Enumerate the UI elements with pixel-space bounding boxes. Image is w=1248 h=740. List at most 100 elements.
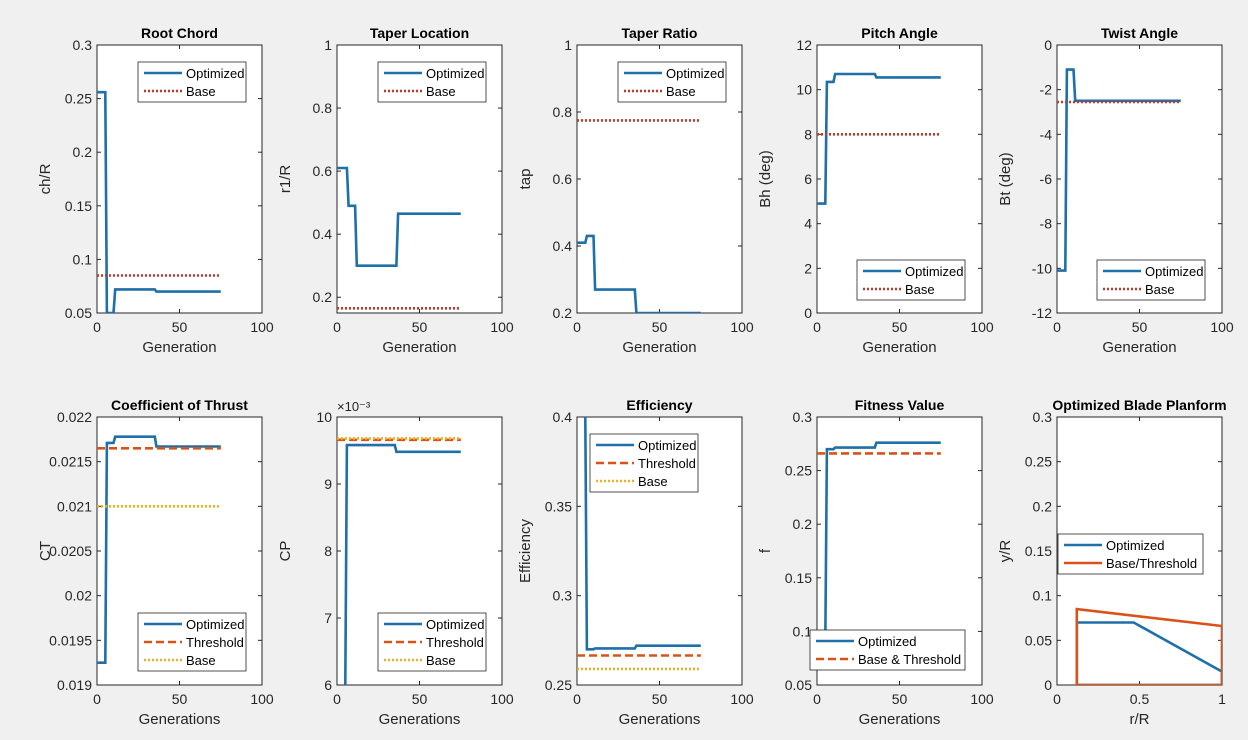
series-line-optimized bbox=[337, 166, 461, 268]
y-tick-label: 10 bbox=[316, 409, 332, 425]
legend-label: Optimized bbox=[426, 66, 485, 81]
x-tick-label: 100 bbox=[250, 691, 274, 707]
series-line-optimized bbox=[97, 90, 221, 313]
x-tick-label: 0 bbox=[333, 319, 341, 335]
legend-label: Optimized bbox=[905, 264, 964, 279]
y-tick-label: 9 bbox=[324, 476, 332, 492]
y-axis-label: Bh (deg) bbox=[757, 150, 774, 208]
x-tick-label: 0 bbox=[573, 319, 581, 335]
legend-box bbox=[137, 61, 247, 103]
x-tick-label: 50 bbox=[172, 319, 188, 335]
legend-label: Optimized bbox=[638, 438, 697, 453]
chart-title: Fitness Value bbox=[855, 397, 945, 413]
legend-box bbox=[617, 61, 727, 103]
y-tick-label: -12 bbox=[1032, 305, 1052, 321]
y-tick-label: 2 bbox=[804, 260, 812, 276]
y-axis-label: tap bbox=[517, 169, 534, 190]
y-tick-label: 0.3 bbox=[553, 588, 573, 604]
x-tick-label: 50 bbox=[412, 319, 428, 335]
x-tick-label: 50 bbox=[1132, 319, 1148, 335]
y-axis-label: CT bbox=[37, 541, 54, 561]
x-axis-label: Generations bbox=[379, 711, 461, 728]
y-tick-label: 0.0205 bbox=[49, 543, 92, 559]
chart-8: 0.05 0.1 0.15 0.2 0.25 0.3 0 50 100 Fitness Value… bbox=[757, 397, 994, 728]
y-tick-label: 0.8 bbox=[553, 104, 573, 120]
x-tick-label: 0 bbox=[333, 691, 341, 707]
x-tick-label: 100 bbox=[490, 691, 514, 707]
series-line-optimized bbox=[1057, 68, 1181, 272]
y-tick-label: 0.02 bbox=[65, 588, 92, 604]
x-tick-label: 0 bbox=[813, 691, 821, 707]
series-line-base-threshold bbox=[1075, 607, 1222, 685]
legend-box bbox=[377, 612, 487, 672]
x-tick-label: 50 bbox=[412, 691, 428, 707]
y-tick-label: 0.25 bbox=[1025, 454, 1052, 470]
series-line-optimized bbox=[817, 72, 941, 205]
x-axis-label: Generation bbox=[142, 339, 216, 356]
y-tick-label: 0.0215 bbox=[49, 454, 92, 470]
y-tick-label: 0.25 bbox=[545, 677, 572, 693]
series-line-optimized bbox=[824, 441, 941, 643]
chart-title: Efficiency bbox=[626, 397, 692, 413]
chart-0: 0.05 0.1 0.15 0.2 0.25 0.3 0 50 100 Root Chord Gen… bbox=[37, 25, 274, 356]
legend-label: Optimized bbox=[186, 617, 245, 632]
x-tick-label: 0 bbox=[93, 691, 101, 707]
legend-label: Threshold bbox=[186, 635, 244, 650]
y-tick-label: 10 bbox=[796, 82, 812, 98]
x-axis-label: Generation bbox=[622, 339, 696, 356]
x-tick-label: 0 bbox=[573, 691, 581, 707]
y-tick-label: 0 bbox=[804, 305, 812, 321]
legend-label: Base bbox=[905, 282, 935, 297]
x-axis-label: r/R bbox=[1130, 711, 1150, 728]
x-tick-label: 0 bbox=[93, 319, 101, 335]
y-tick-label: 0.3 bbox=[1033, 409, 1053, 425]
y-tick-label: 6 bbox=[804, 171, 812, 187]
x-tick-label: 100 bbox=[1210, 319, 1234, 335]
y-tick-label: 0.8 bbox=[313, 100, 333, 116]
y-tick-label: 0.25 bbox=[785, 463, 812, 479]
legend-label: Optimized bbox=[186, 66, 245, 81]
legend-box bbox=[1096, 259, 1206, 301]
y-tick-label: 0.1 bbox=[793, 623, 813, 639]
y-tick-label: 0.05 bbox=[785, 677, 812, 693]
y-tick-label: 0.2 bbox=[1033, 498, 1053, 514]
legend-box bbox=[1057, 533, 1204, 575]
x-axis-label: Generation bbox=[1102, 339, 1176, 356]
legend-box bbox=[856, 259, 966, 301]
x-tick-label: 100 bbox=[730, 319, 754, 335]
y-tick-label: 0.15 bbox=[785, 570, 812, 586]
y-tick-label: 0.15 bbox=[65, 198, 92, 214]
legend-label: Threshold bbox=[638, 456, 696, 471]
y-axis-label: CP bbox=[277, 541, 294, 562]
x-tick-label: 50 bbox=[892, 319, 908, 335]
legend-label: Base & Threshold bbox=[858, 652, 961, 667]
legend-label: Base/Threshold bbox=[1106, 556, 1197, 571]
series-line-optimized bbox=[584, 417, 701, 651]
x-tick-label: 1 bbox=[1218, 691, 1226, 707]
legend-label: Base bbox=[426, 653, 456, 668]
legend-label: Optimized bbox=[1106, 538, 1165, 553]
legend-label: Optimized bbox=[1145, 264, 1204, 279]
chart-2: 0.2 0.4 0.6 0.8 1 0 50 100 Taper Ratio Generation… bbox=[517, 25, 754, 356]
legend-box bbox=[377, 61, 487, 103]
x-axis-label: Generations bbox=[139, 711, 221, 728]
y-axis-label: y/R bbox=[997, 540, 1014, 563]
x-axis-label: Generations bbox=[859, 711, 941, 728]
y-axis-label: Efficiency bbox=[517, 519, 534, 583]
legend-label: Base bbox=[186, 653, 216, 668]
x-tick-label: 50 bbox=[652, 691, 668, 707]
y-tick-label: -6 bbox=[1040, 171, 1053, 187]
y-tick-label: 0.25 bbox=[65, 91, 92, 107]
legend-label: Optimized bbox=[666, 66, 725, 81]
y-tick-label: 0.1 bbox=[73, 251, 93, 267]
y-tick-label: -4 bbox=[1040, 126, 1053, 142]
chart-title: Taper Location bbox=[370, 25, 469, 41]
x-tick-label: 100 bbox=[970, 691, 994, 707]
y-tick-label: 7 bbox=[324, 610, 332, 626]
y-tick-label: -8 bbox=[1040, 216, 1053, 232]
y-axis-label: r1/R bbox=[277, 165, 294, 194]
y-tick-label: 0 bbox=[1044, 37, 1052, 53]
y-tick-label: 0.05 bbox=[1025, 632, 1052, 648]
series-line-optimized bbox=[97, 435, 221, 665]
